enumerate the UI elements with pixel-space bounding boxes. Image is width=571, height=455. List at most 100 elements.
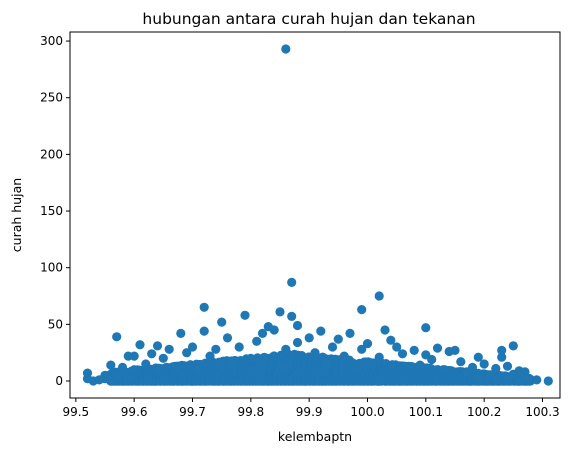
scatter-point xyxy=(415,360,425,370)
scatter-point xyxy=(310,348,320,358)
scatter-points xyxy=(82,44,553,386)
scatter-point xyxy=(211,344,221,354)
scatter-point xyxy=(292,337,303,348)
scatter-point xyxy=(380,325,390,335)
scatter-point xyxy=(333,334,343,344)
scatter-point xyxy=(106,360,116,370)
scatter-point xyxy=(257,328,268,338)
x-axis-ticks: 99.5 99.6 99.7 99.8 99.9 100.0 100.1 100.2 100.3 xyxy=(62,398,560,419)
scatter-point xyxy=(479,359,489,369)
scatter-point xyxy=(327,342,338,352)
scatter-point xyxy=(357,344,367,354)
scatter-point xyxy=(444,346,454,357)
scatter-point xyxy=(112,371,122,382)
scatter-point xyxy=(275,363,285,374)
scatter-point xyxy=(345,328,355,338)
scatter-point xyxy=(141,359,151,369)
scatter-point xyxy=(543,376,553,386)
scatter-point xyxy=(123,373,133,383)
scatter-point xyxy=(205,351,215,361)
scatter-point xyxy=(240,310,250,320)
y-axis-label: curah hujan xyxy=(9,178,24,252)
scatter-point xyxy=(462,367,472,377)
scatter-point xyxy=(438,365,448,375)
scatter-point xyxy=(409,345,419,355)
scatter-point xyxy=(123,351,133,361)
scatter-point xyxy=(217,317,227,327)
scatter-point xyxy=(374,291,384,301)
scatter-point xyxy=(316,326,326,336)
scatter-point xyxy=(432,343,443,353)
scatter-point xyxy=(322,361,332,371)
x-tick-label: 99.8 xyxy=(237,405,264,419)
y-tick-label: 150 xyxy=(40,204,63,218)
scatter-point xyxy=(287,277,297,287)
scatter-point xyxy=(386,335,396,345)
scatter-point xyxy=(147,349,157,359)
scatter-point xyxy=(269,325,279,335)
scatter-point xyxy=(421,323,431,333)
scatter-point xyxy=(392,342,402,352)
scatter-point xyxy=(508,341,518,351)
scatter-point xyxy=(304,333,314,343)
y-tick-label: 250 xyxy=(40,91,63,105)
scatter-point xyxy=(170,361,180,371)
scatter-point xyxy=(199,302,209,312)
scatter-point xyxy=(502,374,513,384)
scatter-point xyxy=(339,351,349,361)
y-tick-label: 50 xyxy=(48,317,63,331)
scatter-point xyxy=(514,376,524,386)
scatter-point xyxy=(497,345,507,355)
scatter-point xyxy=(176,328,186,338)
y-axis-ticks: 0 50 100 150 200 250 300 xyxy=(40,34,70,388)
scatter-point xyxy=(351,366,361,376)
scatter-point xyxy=(199,326,209,336)
scatter-point xyxy=(164,344,174,354)
scatter-point xyxy=(193,365,203,375)
scatter-point xyxy=(152,366,163,376)
scatter-point xyxy=(502,361,513,371)
scatter-point xyxy=(287,311,297,321)
y-tick-label: 0 xyxy=(55,374,63,388)
scatter-point xyxy=(532,375,542,385)
scatter-point xyxy=(368,360,378,370)
scatter-point xyxy=(158,353,168,363)
x-tick-label: 99.9 xyxy=(296,405,323,419)
scatter-point xyxy=(129,365,139,375)
scatter-point xyxy=(281,344,291,354)
x-tick-label: 100.1 xyxy=(409,405,443,419)
scatter-point xyxy=(182,348,192,358)
scatter-point xyxy=(357,305,367,315)
scatter-point xyxy=(292,320,303,331)
scatter-point xyxy=(152,341,163,351)
scatter-point xyxy=(281,44,291,54)
y-tick-label: 200 xyxy=(40,147,63,161)
scatter-point xyxy=(187,342,198,352)
scatter-point xyxy=(491,374,501,384)
x-tick-label: 99.7 xyxy=(179,405,206,419)
scatter-point xyxy=(222,333,233,343)
scatter-point xyxy=(275,307,285,317)
scatter-point xyxy=(246,353,256,363)
scatter-point xyxy=(252,336,262,346)
y-tick-label: 100 xyxy=(40,261,63,275)
chart-title: hubungan antara curah hujan dan tekanan xyxy=(142,10,475,28)
scatter-point xyxy=(112,332,122,342)
scatter-point xyxy=(117,362,128,372)
scatter-point xyxy=(228,360,238,370)
x-tick-label: 100.2 xyxy=(467,405,501,419)
x-axis-label: kelembaptn xyxy=(278,429,352,444)
x-tick-label: 99.6 xyxy=(121,405,148,419)
scatter-point xyxy=(374,352,384,362)
scatter-point xyxy=(234,342,244,352)
scatter-point xyxy=(497,352,507,362)
scatter-point xyxy=(473,373,483,383)
scatter-point xyxy=(456,357,466,367)
scatter-point xyxy=(427,354,437,365)
y-tick-label: 300 xyxy=(40,34,63,48)
scatter-point xyxy=(362,339,373,349)
scatter-point xyxy=(397,349,408,359)
x-tick-label: 100.0 xyxy=(350,405,384,419)
